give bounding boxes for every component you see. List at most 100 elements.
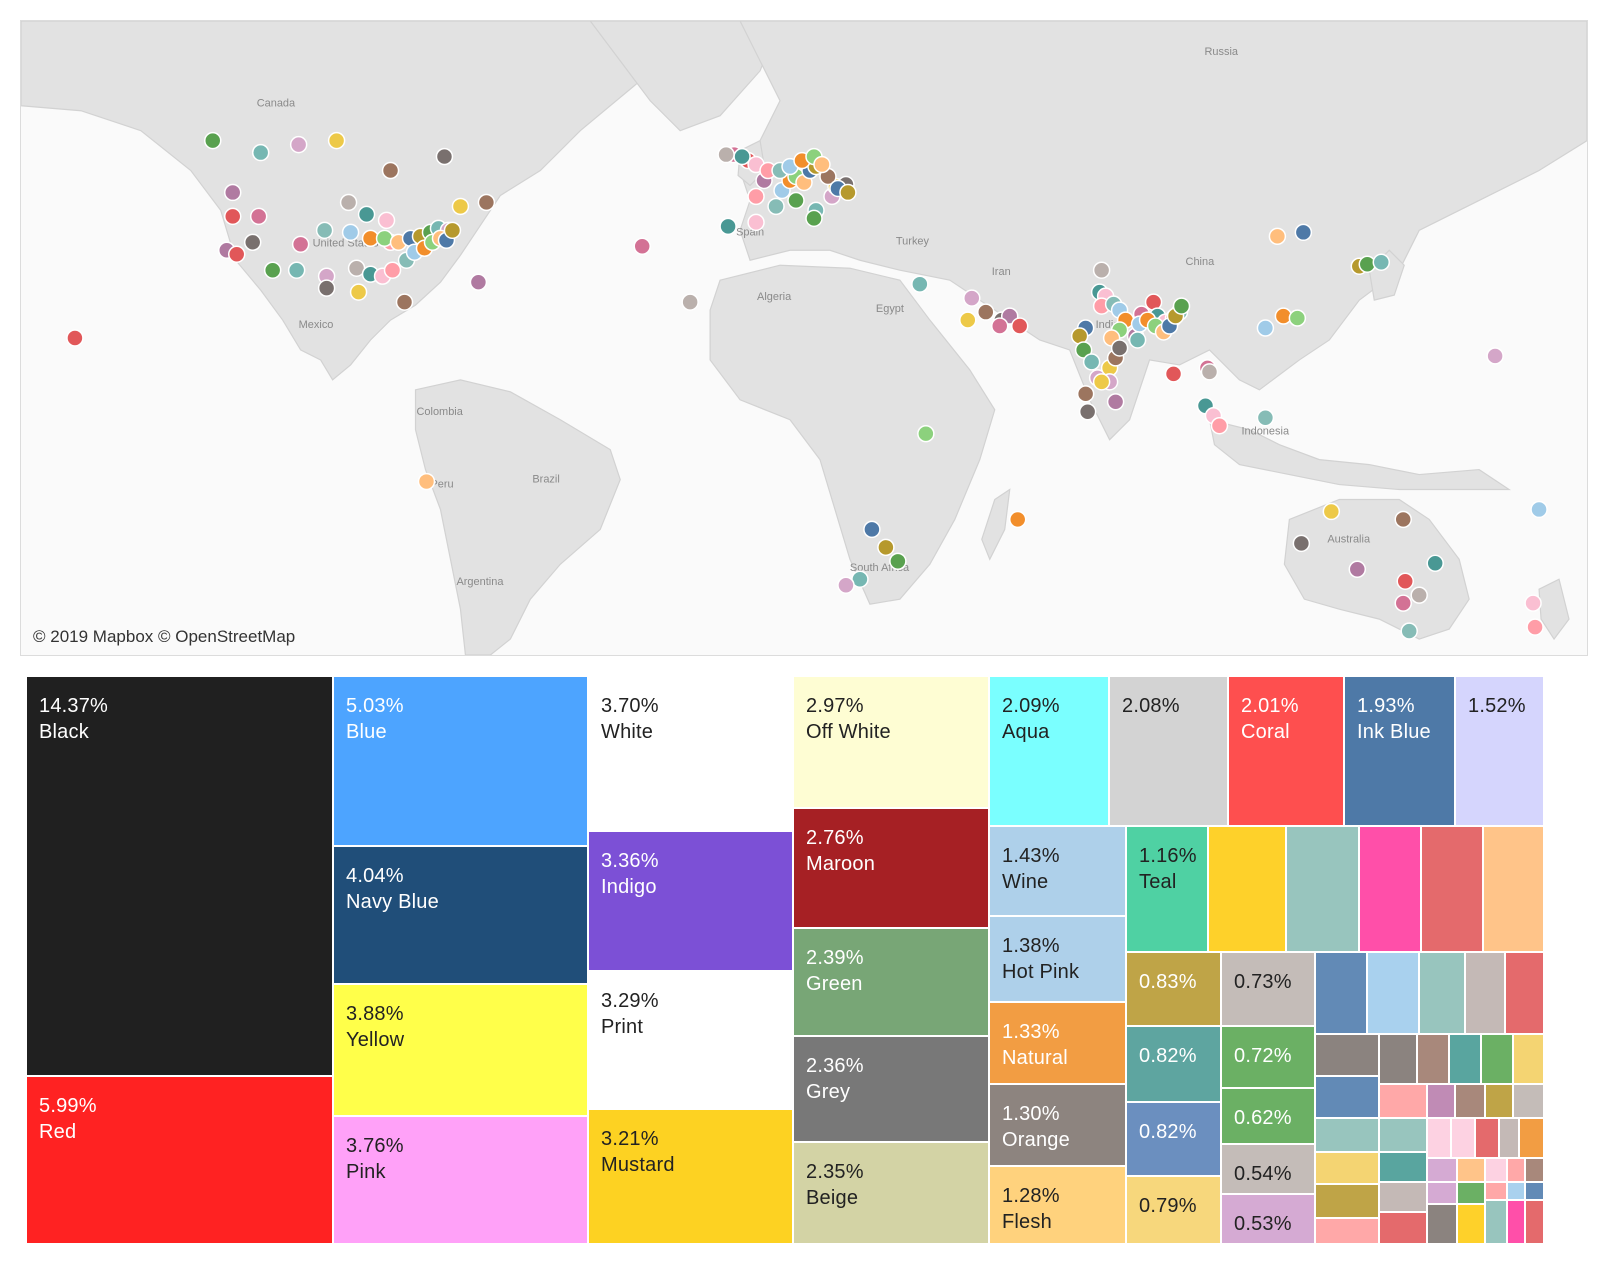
treemap-cell-small[interactable]: [1451, 1118, 1475, 1158]
map-marker[interactable]: [1128, 331, 1147, 349]
treemap-cell-small[interactable]: [1505, 952, 1544, 1034]
map-marker[interactable]: [863, 520, 881, 539]
map-marker[interactable]: [1294, 223, 1313, 242]
treemap-cell[interactable]: 1.38% Hot Pink: [989, 916, 1126, 1002]
map-marker[interactable]: [443, 221, 462, 240]
treemap-cell[interactable]: 3.76% Pink: [333, 1116, 588, 1244]
treemap-cell-small[interactable]: [1379, 1152, 1427, 1182]
map-marker[interactable]: [681, 293, 699, 311]
map-marker[interactable]: [1082, 353, 1101, 371]
map-marker[interactable]: [1292, 534, 1311, 553]
map-marker[interactable]: [889, 552, 907, 571]
map-marker[interactable]: [1076, 385, 1095, 403]
map-marker[interactable]: [1400, 622, 1418, 640]
map-marker[interactable]: [1268, 227, 1287, 246]
map-marker[interactable]: [263, 261, 282, 279]
map-marker[interactable]: [911, 275, 929, 293]
treemap-cell[interactable]: 0.82%: [1126, 1102, 1221, 1176]
map-marker[interactable]: [1322, 502, 1341, 521]
treemap-cell-small[interactable]: [1513, 1084, 1544, 1118]
treemap-cell[interactable]: 0.53%: [1221, 1194, 1315, 1244]
treemap-cell-small[interactable]: [1427, 1084, 1455, 1118]
treemap-cell-small[interactable]: [1427, 1182, 1457, 1204]
treemap-cell-small[interactable]: [1315, 1034, 1379, 1076]
treemap-cell[interactable]: 2.39% Green: [793, 928, 989, 1036]
treemap-cell[interactable]: 2.09% Aqua: [989, 676, 1109, 826]
map-marker[interactable]: [767, 197, 785, 216]
treemap-cell-small[interactable]: [1208, 826, 1286, 952]
map-marker[interactable]: [1210, 417, 1229, 435]
treemap-cell-small[interactable]: [1481, 1034, 1513, 1084]
treemap-cell-small[interactable]: [1457, 1204, 1485, 1244]
treemap-cell-small[interactable]: [1315, 1218, 1379, 1244]
map-marker[interactable]: [317, 279, 336, 297]
treemap-cell[interactable]: 2.01% Coral: [1228, 676, 1344, 826]
treemap-cell[interactable]: 3.70% White: [588, 676, 793, 831]
treemap-cell[interactable]: 0.83%: [1126, 952, 1221, 1026]
map-marker[interactable]: [377, 211, 396, 230]
treemap-cell-small[interactable]: [1465, 952, 1505, 1034]
treemap-cell-small[interactable]: [1419, 952, 1465, 1034]
treemap-cell-small[interactable]: [1359, 826, 1421, 952]
world-map[interactable]: Russia Canada United States Mexico Colom…: [20, 20, 1588, 656]
treemap-cell[interactable]: 1.16% Teal: [1126, 826, 1208, 952]
map-marker[interactable]: [747, 187, 765, 206]
treemap-cell-small[interactable]: [1315, 1152, 1379, 1184]
map-marker[interactable]: [805, 209, 823, 228]
map-marker[interactable]: [1008, 510, 1027, 529]
treemap-cell-small[interactable]: [1519, 1118, 1544, 1158]
map-marker[interactable]: [251, 143, 270, 162]
map-marker[interactable]: [1348, 560, 1367, 578]
map-canvas[interactable]: Russia Canada United States Mexico Colom…: [21, 21, 1587, 655]
treemap-cell[interactable]: 0.82%: [1126, 1026, 1221, 1102]
treemap-cell[interactable]: 1.93% Ink Blue: [1344, 676, 1455, 826]
treemap-cell[interactable]: 1.28% Flesh: [989, 1166, 1126, 1244]
treemap-cell-small[interactable]: [1315, 952, 1367, 1034]
treemap-cell[interactable]: 4.04% Navy Blue: [333, 846, 588, 984]
treemap-cell[interactable]: 0.73%: [1221, 952, 1315, 1026]
map-marker[interactable]: [249, 207, 268, 226]
treemap-cell[interactable]: 3.21% Mustard: [588, 1109, 793, 1244]
treemap-cell-small[interactable]: [1449, 1034, 1481, 1084]
map-marker[interactable]: [383, 261, 402, 279]
map-marker[interactable]: [469, 273, 488, 291]
treemap-cell-small[interactable]: [1457, 1158, 1485, 1182]
map-marker[interactable]: [959, 311, 977, 329]
map-marker[interactable]: [1200, 363, 1219, 381]
map-marker[interactable]: [717, 145, 735, 164]
map-marker[interactable]: [733, 147, 751, 166]
map-marker[interactable]: [1106, 393, 1125, 411]
map-marker[interactable]: [1288, 309, 1307, 327]
treemap-cell-small[interactable]: [1427, 1158, 1457, 1182]
map-marker[interactable]: [1526, 618, 1544, 636]
map-marker[interactable]: [1110, 339, 1129, 357]
treemap-cell[interactable]: 1.43% Wine: [989, 826, 1126, 916]
map-marker[interactable]: [341, 223, 360, 242]
treemap-cell-small[interactable]: [1525, 1182, 1544, 1200]
map-marker[interactable]: [223, 183, 242, 202]
treemap-cell-small[interactable]: [1485, 1182, 1507, 1200]
map-marker[interactable]: [451, 197, 470, 216]
treemap-cell[interactable]: 0.62%: [1221, 1088, 1315, 1144]
map-marker[interactable]: [1092, 261, 1111, 279]
treemap-cell-small[interactable]: [1379, 1034, 1417, 1084]
map-marker[interactable]: [633, 237, 651, 256]
treemap-cell-small[interactable]: [1315, 1118, 1379, 1152]
treemap-cell-small[interactable]: [1499, 1118, 1519, 1158]
map-marker[interactable]: [747, 213, 765, 232]
treemap-cell-small[interactable]: [1427, 1118, 1451, 1158]
map-marker[interactable]: [837, 576, 855, 594]
treemap-cell[interactable]: 2.35% Beige: [793, 1142, 989, 1244]
map-marker[interactable]: [289, 135, 308, 154]
treemap-cell[interactable]: 2.36% Grey: [793, 1036, 989, 1142]
map-marker[interactable]: [291, 235, 310, 254]
map-marker[interactable]: [66, 329, 84, 347]
treemap-cell-small[interactable]: [1427, 1204, 1457, 1244]
map-marker[interactable]: [1372, 253, 1391, 271]
treemap-cell-small[interactable]: [1507, 1200, 1525, 1244]
map-marker[interactable]: [339, 193, 358, 212]
treemap-cell[interactable]: 2.97% Off White: [793, 676, 989, 808]
map-marker[interactable]: [327, 131, 346, 150]
map-marker[interactable]: [991, 317, 1009, 335]
map-marker[interactable]: [1164, 365, 1183, 383]
